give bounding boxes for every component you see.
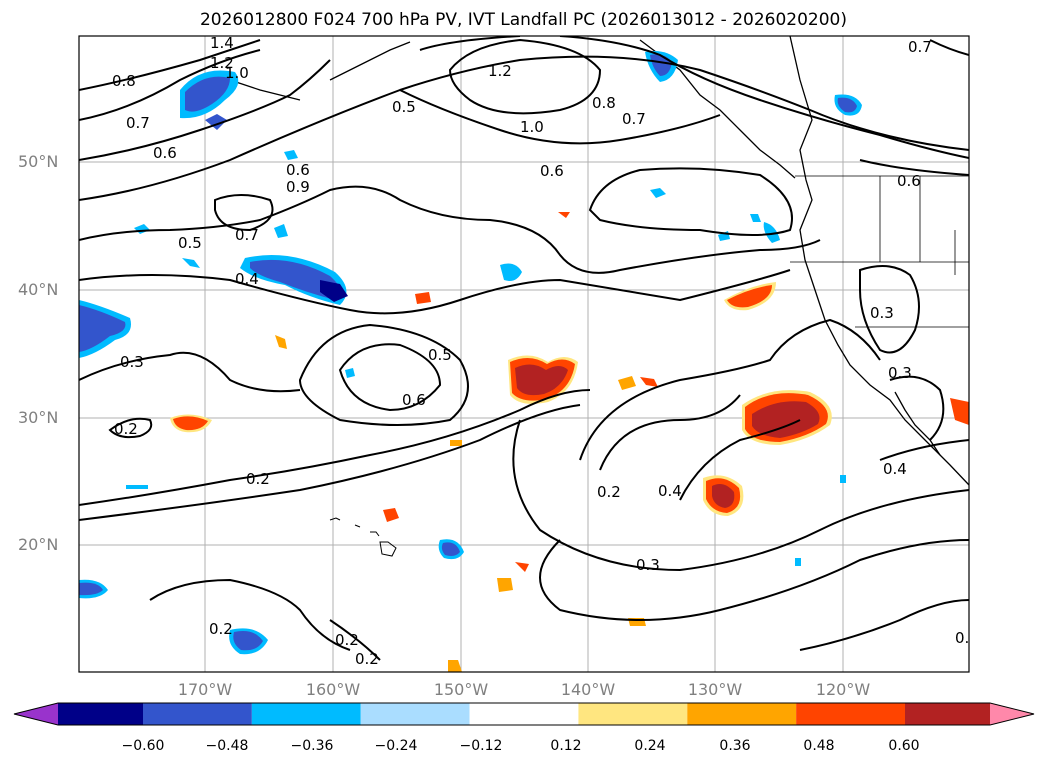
contour-label: 0.4	[658, 482, 682, 500]
colorbar-tick-label: −0.60	[121, 738, 165, 754]
colorbar	[13, 702, 1035, 726]
lon-label: 120°W	[815, 680, 871, 699]
contour-label: 1.0	[225, 64, 249, 82]
contour-label: 0.2	[335, 631, 359, 649]
colorbar-tick-label: 0.12	[550, 738, 582, 754]
colorbar-cell	[58, 703, 143, 725]
colorbar-tick-label: 0.48	[803, 738, 835, 754]
contour-label: 0.5	[178, 234, 202, 252]
colorbar-tick-label: −0.24	[374, 738, 418, 754]
colorbar-tick-label: −0.36	[290, 738, 334, 754]
contour-label: 0.5	[392, 98, 416, 116]
contour-label: 0.9	[286, 178, 310, 196]
contour-label: 0.7	[235, 226, 259, 244]
lon-label: 160°W	[305, 680, 361, 699]
contour-label: 0.2	[209, 620, 233, 638]
contour-label: 1.2	[488, 62, 512, 80]
colorbar-extend-high	[990, 703, 1034, 725]
lon-label: 130°W	[687, 680, 743, 699]
pv-contours	[79, 36, 969, 661]
colorbar-cell	[796, 703, 905, 725]
colorbar-cell	[687, 703, 797, 725]
colorbar-cell	[251, 703, 361, 725]
contour-label: 0.3	[888, 364, 912, 382]
colorbar-extend-low	[14, 703, 58, 725]
contour-label: 0.8	[112, 72, 136, 90]
lon-label: 140°W	[560, 680, 616, 699]
contour-label: 0.7	[908, 38, 932, 56]
contour-labels: 1.4 1.2 1.0 0.8 0.7 0.6 0.5 0.9 0.6 1.2 …	[112, 34, 979, 668]
colorbar-cell	[905, 703, 990, 725]
contour-label: 0.2	[246, 470, 270, 488]
contour-label: 0.5	[428, 346, 452, 364]
contour-label: 0.3	[636, 556, 660, 574]
gridlines	[79, 36, 969, 672]
contour-label: 1.0	[520, 118, 544, 136]
contour-label: 0.7	[622, 110, 646, 128]
colorbar-cell	[469, 703, 579, 725]
contour-label: 0.4	[883, 460, 907, 478]
lon-label: 150°W	[433, 680, 489, 699]
colorbar-tick-label: 0.60	[888, 738, 920, 754]
map-frame	[78, 35, 970, 673]
lat-label: 40°N	[18, 280, 59, 299]
lat-label: 20°N	[18, 535, 59, 554]
lat-label: 50°N	[18, 152, 59, 171]
colorbar-tick-label: 0.36	[719, 738, 751, 754]
contour-label: 0.6	[153, 144, 177, 162]
colorbar-tick-label: 0.24	[634, 738, 666, 754]
colorbar-cell	[578, 703, 688, 725]
contour-label: 0.2	[114, 420, 138, 438]
borders	[790, 175, 969, 328]
contour-label: 0.6	[540, 162, 564, 180]
contour-label: 0.7	[126, 114, 150, 132]
colorbar-tick-label: −0.12	[459, 738, 503, 754]
lat-label: 30°N	[18, 408, 59, 427]
contour-label: 1.4	[210, 34, 234, 52]
colorbar-cell	[360, 703, 470, 725]
contour-label: 0.2	[597, 483, 621, 501]
contour-label: 0.3	[120, 353, 144, 371]
map-title: 2026012800 F024 700 hPa PV, IVT Landfall…	[199, 10, 847, 30]
lon-label: 170°W	[177, 680, 233, 699]
contour-label: 0.4	[235, 270, 259, 288]
contour-label: 0.6	[897, 172, 921, 190]
contour-label: 0.6	[402, 391, 426, 409]
colorbar-tick-label: −0.48	[205, 738, 249, 754]
contour-label: 0.8	[592, 94, 616, 112]
contour-label: 0.6	[286, 161, 310, 179]
hawaii-islands	[329, 517, 397, 557]
colorbar-outline	[13, 702, 1035, 726]
contour-label: 0.2	[355, 650, 379, 668]
contour-label: 0.3	[870, 304, 894, 322]
positive-shading	[170, 212, 969, 672]
contour-label: 0.2	[955, 629, 979, 647]
contour-label: 1.2	[210, 54, 234, 72]
colorbar-cell	[143, 703, 252, 725]
